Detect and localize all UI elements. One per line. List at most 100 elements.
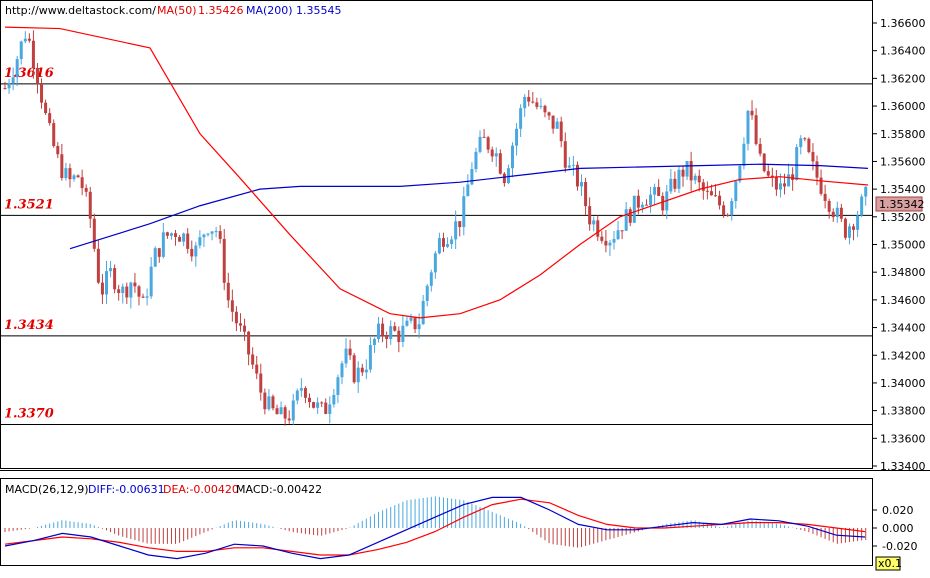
macd-scale-badge[interactable] <box>875 556 901 571</box>
candle-body <box>478 136 482 152</box>
candle-body <box>259 373 263 393</box>
candle-body <box>466 184 470 197</box>
ma50-line <box>4 26 869 319</box>
candle-body <box>718 195 722 206</box>
candle-body <box>494 153 498 157</box>
candle-body <box>385 335 389 340</box>
candle-body <box>190 248 194 257</box>
candle-body <box>799 138 803 148</box>
candle-body <box>417 324 421 330</box>
candle-body <box>96 248 100 283</box>
candle-body <box>161 232 165 257</box>
candle-body <box>377 323 381 339</box>
candle-body <box>141 296 145 298</box>
candle-body <box>527 96 531 102</box>
candle-body <box>681 169 685 177</box>
candle-body <box>165 232 169 236</box>
candle-body <box>843 218 847 238</box>
candle-body <box>754 115 758 144</box>
candle-body <box>450 239 454 245</box>
candle-body <box>705 190 709 192</box>
candle-body <box>368 345 372 370</box>
candle-body <box>429 272 433 286</box>
candle-body <box>669 178 673 192</box>
candle-body <box>486 137 490 150</box>
candle-body <box>852 226 856 230</box>
ma200-line <box>69 163 869 250</box>
candle-body <box>762 153 766 172</box>
candle-body <box>149 266 153 297</box>
candle-body <box>68 168 72 180</box>
candle-body <box>31 40 35 68</box>
candle-body <box>515 128 519 146</box>
level-label: 1.3370 <box>4 406 54 421</box>
candle-body <box>360 367 364 373</box>
candle-body <box>129 282 133 298</box>
candle-body <box>218 231 222 239</box>
candle-body <box>592 220 596 225</box>
y-tick-label: 1.35000 <box>880 239 926 252</box>
candle-body <box>661 195 665 211</box>
candle-body <box>186 233 190 249</box>
candle-body <box>202 234 206 238</box>
candle-body <box>364 369 368 373</box>
candle-body <box>770 175 774 178</box>
candle-body <box>397 330 401 343</box>
candle-body <box>113 268 117 290</box>
candle-body <box>15 59 19 78</box>
level-label: 1.3434 <box>4 318 54 333</box>
candle-body <box>856 215 860 230</box>
candle-body <box>535 102 539 107</box>
candle-body <box>198 237 202 246</box>
candle-body <box>446 244 450 247</box>
candle-body <box>328 404 332 414</box>
candle-body <box>275 408 279 415</box>
y-tick-label: 1.35200 <box>880 211 926 224</box>
candle-body <box>182 233 186 242</box>
candle-body <box>571 164 575 166</box>
candle-body <box>584 182 588 207</box>
y-tick-label: 1.36200 <box>880 72 926 85</box>
y-tick-label: 1.34800 <box>880 266 926 279</box>
candle-body <box>56 146 60 155</box>
candle-body <box>40 82 44 103</box>
y-tick-label: 1.33400 <box>880 460 926 473</box>
candle-body <box>35 67 39 83</box>
candle-body <box>222 238 226 283</box>
candle-body <box>649 194 653 206</box>
candle-body <box>714 195 717 197</box>
y-tick-label: 1.34000 <box>880 377 926 390</box>
level-label: 1.3521 <box>4 197 54 212</box>
candle-body <box>689 161 693 181</box>
candle-body <box>441 238 445 247</box>
candle-body <box>807 138 811 153</box>
candle-body <box>803 138 807 140</box>
candle-body <box>616 230 620 240</box>
candle-body <box>819 177 823 194</box>
candle-body <box>547 112 551 116</box>
candle-body <box>653 187 657 195</box>
candle-body <box>783 183 787 187</box>
candle-body <box>474 151 478 170</box>
candle-body <box>636 195 640 208</box>
candle-body <box>847 226 851 238</box>
candle-body <box>827 200 831 212</box>
candle-body <box>137 286 141 297</box>
candle-body <box>498 153 502 174</box>
candle-body <box>539 105 543 107</box>
candle-body <box>133 282 137 287</box>
candle-body <box>247 331 251 355</box>
candle-body <box>673 178 677 189</box>
current-price: 1.35342 <box>879 198 925 211</box>
candle-body <box>624 209 628 231</box>
candle-body <box>600 236 604 241</box>
candle-body <box>174 233 178 237</box>
candle-body <box>19 41 23 60</box>
candle-body <box>157 248 161 257</box>
level-label: 1.3616 <box>4 66 54 81</box>
candle-body <box>279 407 283 415</box>
candle-body <box>864 186 868 197</box>
candle-body <box>214 231 218 233</box>
y-tick-label: 1.34200 <box>880 349 926 362</box>
